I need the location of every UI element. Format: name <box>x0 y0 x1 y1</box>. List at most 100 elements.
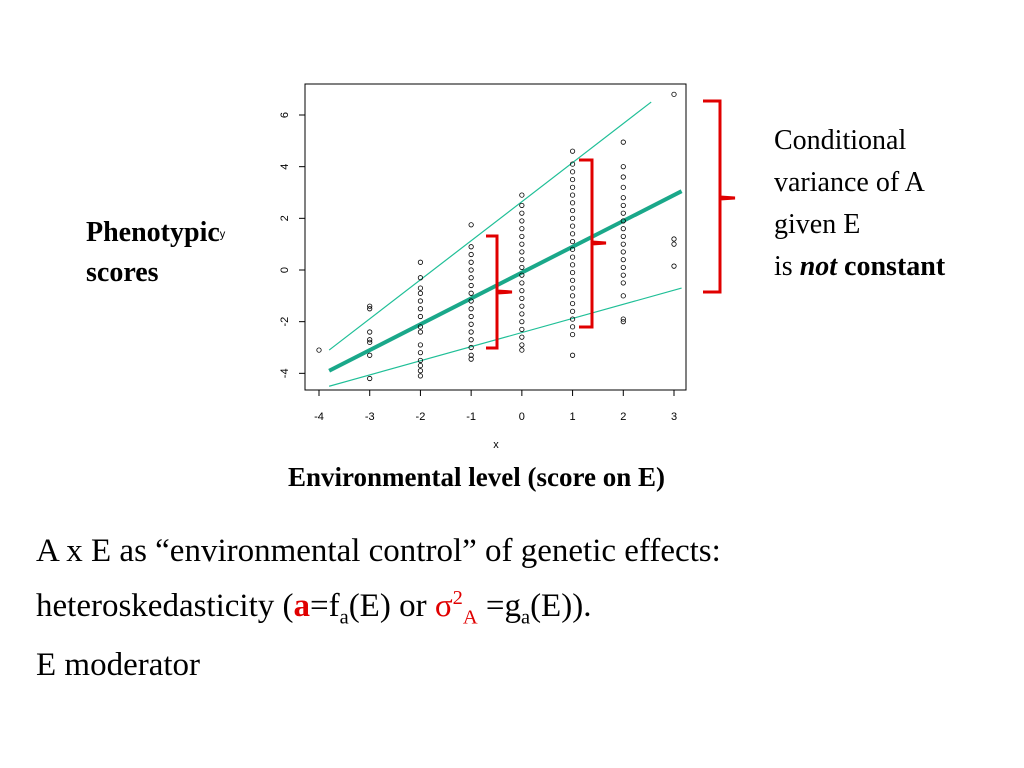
data-point <box>620 218 626 224</box>
data-point <box>569 169 576 175</box>
data-point <box>569 316 576 322</box>
data-point <box>569 352 576 358</box>
bl2-d: =g <box>477 588 521 624</box>
data-point <box>620 280 626 286</box>
data-point <box>569 324 576 330</box>
y-axis-label: Phenotypicy scores <box>86 214 225 292</box>
bl2-sup: 2 <box>452 587 463 609</box>
data-point <box>519 233 525 240</box>
data-point <box>620 241 626 247</box>
data-point <box>569 308 576 314</box>
data-point <box>569 200 576 206</box>
data-point <box>569 269 576 276</box>
data-point <box>468 251 474 258</box>
conditional-variance-note: Conditional variance of A given E is not… <box>774 120 945 288</box>
y-tick-label: -4 <box>279 368 291 378</box>
data-point <box>519 288 525 294</box>
data-point <box>569 285 576 291</box>
data-point <box>569 231 576 237</box>
data-point <box>367 339 373 345</box>
y-tick-label: 6 <box>279 112 291 118</box>
data-point <box>468 356 474 362</box>
data-point <box>417 313 424 320</box>
x-tick-label: 2 <box>620 411 626 423</box>
bottom-line-1: A x E as “environmental control” of gene… <box>36 533 721 569</box>
data-point <box>620 139 626 145</box>
data-point <box>468 275 474 281</box>
data-point <box>417 285 424 291</box>
data-point <box>519 226 525 232</box>
x-tick-label: -4 <box>314 411 324 423</box>
data-point <box>519 280 525 286</box>
data-point <box>417 350 424 356</box>
brace-large <box>703 99 736 294</box>
bl2-b: =f <box>310 588 340 624</box>
plot-frame <box>304 83 687 391</box>
data-point <box>367 337 373 343</box>
data-point <box>620 233 626 240</box>
bl2-e: (E)). <box>530 588 592 624</box>
data-point <box>569 238 576 245</box>
data-point <box>671 263 677 269</box>
y-tick-label: 0 <box>279 267 291 273</box>
data-point <box>468 321 474 327</box>
data-point <box>468 352 474 358</box>
data-point <box>417 357 424 364</box>
cond-line-3: given E <box>774 209 861 240</box>
data-point <box>417 290 424 296</box>
line-lower <box>328 287 682 387</box>
data-point <box>468 222 474 228</box>
y-tick-label: -2 <box>279 317 291 327</box>
data-point <box>569 254 576 260</box>
data-point <box>519 241 525 247</box>
bl2-sub-a: a <box>339 606 349 629</box>
data-point <box>468 344 474 351</box>
data-point <box>519 264 525 271</box>
bl2-c: (E) or <box>348 588 435 624</box>
data-point <box>620 210 626 216</box>
data-point <box>620 319 626 325</box>
cond-not: not <box>799 251 838 282</box>
data-point <box>569 192 576 198</box>
data-point <box>519 347 525 353</box>
x-tick-label: 1 <box>570 411 576 423</box>
x-tick-label: 0 <box>519 411 525 423</box>
data-point <box>620 264 626 271</box>
bl2-sigma: σ <box>434 588 453 624</box>
data-point <box>519 202 525 209</box>
data-point <box>519 342 525 348</box>
data-point <box>620 202 626 209</box>
cond-constant: constant <box>844 251 946 282</box>
bl2-sub-A: A <box>462 606 478 629</box>
data-point <box>620 226 626 232</box>
data-point <box>620 272 626 278</box>
data-point <box>620 257 626 263</box>
cond-is: is <box>774 251 793 282</box>
x-tick-label: -2 <box>416 411 426 423</box>
data-point <box>519 303 525 309</box>
x-tick-label: -3 <box>365 411 375 423</box>
data-point <box>519 295 525 302</box>
data-point <box>569 277 576 283</box>
data-point <box>620 164 626 170</box>
data-point <box>620 316 626 322</box>
x-tick-label: 3 <box>671 411 677 423</box>
data-point <box>569 207 576 214</box>
data-point <box>316 347 322 353</box>
data-point <box>671 236 677 242</box>
data-point <box>468 244 474 250</box>
data-point <box>417 342 424 348</box>
cond-line-2: variance of A <box>774 167 925 198</box>
data-point <box>519 192 525 198</box>
regression-lines <box>328 101 683 387</box>
data-point <box>569 293 576 299</box>
data-point <box>468 337 474 343</box>
data-point <box>417 329 424 335</box>
x-tick-label: -1 <box>466 411 476 423</box>
data-point <box>620 293 626 299</box>
data-point <box>620 174 626 180</box>
data-point <box>569 331 576 338</box>
y-label-scores: scores <box>86 256 159 288</box>
data-point <box>468 267 474 273</box>
